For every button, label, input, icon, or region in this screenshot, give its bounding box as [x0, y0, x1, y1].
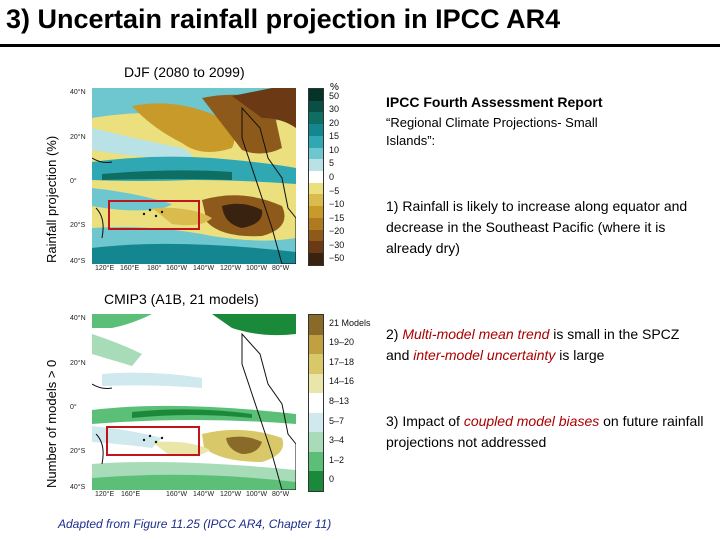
point-3-suffix: on future rainfall projections not addre… [386, 413, 704, 450]
rainfall-colorbar-color-segment [309, 112, 323, 125]
bottom-lon-label: 100°W [246, 491, 268, 498]
bottom-lat-label: 20°N [70, 360, 86, 367]
bottom-lon-label: 160°E [121, 491, 141, 498]
model-count-colorbar [308, 314, 324, 492]
top-lat-label: 20°N [70, 134, 86, 141]
rainfall-colorbar-color-segment [309, 241, 323, 254]
top-colorbar-unit: % [330, 82, 339, 93]
bottom-lat-label: 20°S [70, 448, 86, 455]
top-lat-label: 40°S [70, 258, 86, 265]
slide-title: 3) Uncertain rainfall projection in IPCC… [6, 4, 561, 34]
rainfall-colorbar-tick-label: 50 [329, 90, 340, 101]
point-3-highlight-biases: coupled model biases [463, 413, 600, 429]
model-count-colorbar-color-segment [309, 334, 323, 355]
rainfall-colorbar-color-segment [309, 147, 323, 160]
top-lat-label: 0° [70, 178, 77, 185]
bottom-panel-ylabel: Number of models > 0 [44, 359, 59, 488]
top-panel-ylabel: Rainfall projection (%) [44, 135, 59, 263]
model-count-colorbar-color-segment [309, 354, 323, 374]
model-agreement-map [92, 314, 296, 490]
top-lon-label: 140°W [193, 265, 215, 272]
rainfall-colorbar-tick-label: −15 [329, 212, 345, 223]
top-lon-label: 80°W [272, 265, 290, 272]
model-count-colorbar-tick-label: 8–13 [329, 396, 350, 406]
model-count-colorbar-color-segment [309, 412, 323, 433]
top-lat-label: 20°S [70, 222, 86, 229]
bottom-lat-label: 40°S [70, 484, 86, 491]
rainfall-colorbar-color-segment [309, 124, 323, 136]
bottom-lon-label: 140°W [193, 491, 215, 498]
rainfall-colorbar-color-segment [309, 135, 323, 148]
model-count-colorbar-tick-label: 19–20 [329, 337, 355, 348]
bottom-lat-label: 0° [70, 404, 77, 411]
point-2-suffix: is large [555, 347, 605, 363]
rainfall-colorbar [308, 88, 324, 266]
model-count-colorbar-tick-label: 21 Models [329, 317, 371, 328]
bottom-lon-label: 120°E [95, 491, 115, 498]
top-lon-label: 160°W [166, 265, 188, 272]
figure-caption: Adapted from Figure 11.25 (IPCC AR4, Cha… [58, 517, 332, 531]
rainfall-colorbar-color-segment [309, 100, 323, 113]
model-count-colorbar-color-segment [309, 432, 323, 452]
rainfall-colorbar-tick-label: 10 [329, 144, 340, 155]
spcz-highlight-box-top [108, 200, 200, 230]
rainfall-projection-map [92, 88, 296, 264]
top-lon-label: 120°E [95, 265, 115, 272]
point-2-prefix: 2) [386, 326, 403, 342]
rainfall-colorbar-color-segment [309, 217, 323, 230]
model-count-colorbar-color-segment [309, 373, 323, 394]
rainfall-colorbar-color-segment [309, 206, 323, 218]
model-count-colorbar-tick-label: 3–4 [329, 435, 345, 446]
point-2-middle: is small in the SPCZ and [386, 326, 680, 363]
bottom-panel-title: CMIP3 (A1B, 21 models) [104, 291, 259, 307]
point-3-prefix: 3) Impact of [386, 413, 464, 429]
model-count-colorbar-tick-label: 5–7 [329, 415, 345, 426]
rainfall-colorbar-color-segment [309, 89, 323, 101]
rainfall-colorbar-tick-label: −30 [329, 239, 345, 250]
point-2: 2) Multi-model mean trend is small in th… [386, 324, 706, 366]
title-rule [0, 44, 720, 47]
rainfall-colorbar-color-segment [309, 171, 323, 183]
bottom-lon-label: 160°W [166, 491, 188, 498]
bottom-lat-label: 40°N [70, 315, 86, 322]
rainfall-colorbar-tick-label: −5 [329, 185, 340, 196]
spcz-highlight-box-bottom [106, 426, 200, 456]
rainfall-colorbar-tick-label: −20 [329, 226, 345, 237]
model-count-colorbar-color-segment [309, 451, 323, 472]
top-lon-label: 160°E [120, 265, 140, 272]
point-2-highlight-trend: Multi-model mean trend [402, 326, 550, 342]
model-count-colorbar-color-segment [309, 471, 323, 491]
top-lon-label: 100°W [246, 265, 268, 272]
model-count-colorbar-color-segment [309, 393, 323, 413]
rainfall-colorbar-color-segment [309, 229, 323, 242]
model-count-colorbar-tick-label: 17–18 [329, 356, 355, 367]
rainfall-colorbar-color-segment [309, 159, 323, 172]
top-lon-label: 180° [147, 265, 162, 272]
rainfall-colorbar-tick-label: 15 [329, 131, 340, 142]
model-count-colorbar-tick-label: 0 [329, 474, 335, 485]
point-3: 3) Impact of coupled model biases on fut… [386, 411, 706, 453]
report-heading: IPCC Fourth Assessment Report [386, 94, 603, 110]
top-lon-label: 120°W [220, 265, 242, 272]
point-1: 1) Rainfall is likely to increase along … [386, 198, 688, 256]
rainfall-colorbar-tick-label: 30 [329, 104, 340, 115]
top-lat-label: 40°N [70, 89, 86, 96]
model-count-colorbar-tick-label: 1–2 [329, 454, 345, 465]
rainfall-colorbar-tick-label: 0 [329, 172, 335, 182]
bottom-lon-label: 80°W [272, 491, 290, 498]
rainfall-colorbar-color-segment [309, 194, 323, 207]
rainfall-colorbar-tick-label: 5 [329, 158, 335, 169]
model-count-colorbar-tick-label: 14–16 [329, 376, 355, 387]
rainfall-colorbar-tick-label: 20 [329, 117, 340, 128]
model-count-colorbar-color-segment [309, 315, 323, 335]
report-quote: “Regional Climate Projections- Small Isl… [386, 115, 598, 148]
point-2-highlight-uncertainty: inter-model uncertainty [413, 347, 556, 363]
rainfall-colorbar-tick-label: −50 [329, 253, 345, 264]
rainfall-colorbar-color-segment [309, 253, 323, 265]
rainfall-colorbar-tick-label: −10 [329, 199, 345, 210]
rainfall-colorbar-color-segment [309, 182, 323, 195]
bottom-lon-label: 120°W [220, 491, 242, 498]
top-panel-title: DJF (2080 to 2099) [124, 64, 245, 80]
